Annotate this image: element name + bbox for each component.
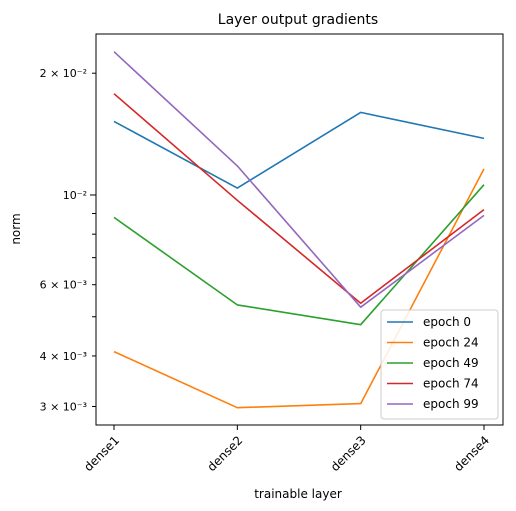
series-line-epoch-24 — [113, 168, 485, 409]
x-tick-label: dense1 — [81, 433, 122, 474]
legend-frame — [380, 309, 499, 420]
legend-label: epoch 74 — [423, 377, 479, 391]
legend-label: epoch 0 — [423, 315, 471, 329]
x-tick-label: dense4 — [451, 433, 492, 474]
legend-label: epoch 99 — [423, 397, 479, 411]
x-axis-label: trainable layer — [254, 487, 342, 501]
x-tick-label: dense3 — [328, 433, 369, 474]
legend: epoch 0 epoch 24 epoch 49 epoch 74 epoch 99 — [380, 309, 499, 420]
y-axis-label: norm — [9, 213, 23, 244]
x-axis: dense1 dense2 dense3 dense4 — [81, 425, 492, 474]
y-tick-label: 4 × 10⁻³ — [40, 350, 87, 363]
series-line-epoch-0 — [113, 111, 485, 189]
series-line-epoch-99 — [113, 51, 485, 309]
series-line-epoch-49 — [113, 184, 485, 326]
y-tick-label: 6 × 10⁻³ — [40, 279, 87, 292]
plot-frame — [95, 33, 504, 426]
legend-label: epoch 24 — [423, 336, 479, 350]
y-tick-label: 10⁻² — [63, 189, 87, 202]
series-line-epoch-74 — [113, 93, 485, 305]
y-tick-label: 2 × 10⁻² — [40, 67, 87, 80]
plot-area — [113, 51, 485, 409]
chart-title: Layer output gradients — [218, 12, 378, 28]
y-tick-label: 3 × 10⁻³ — [40, 400, 87, 413]
x-tick-label: dense2 — [205, 433, 246, 474]
legend-label: epoch 49 — [423, 356, 479, 370]
y-axis: 3 × 10⁻³ 4 × 10⁻³ 6 × 10⁻³ 10⁻² 2 × 10⁻² — [40, 67, 96, 413]
